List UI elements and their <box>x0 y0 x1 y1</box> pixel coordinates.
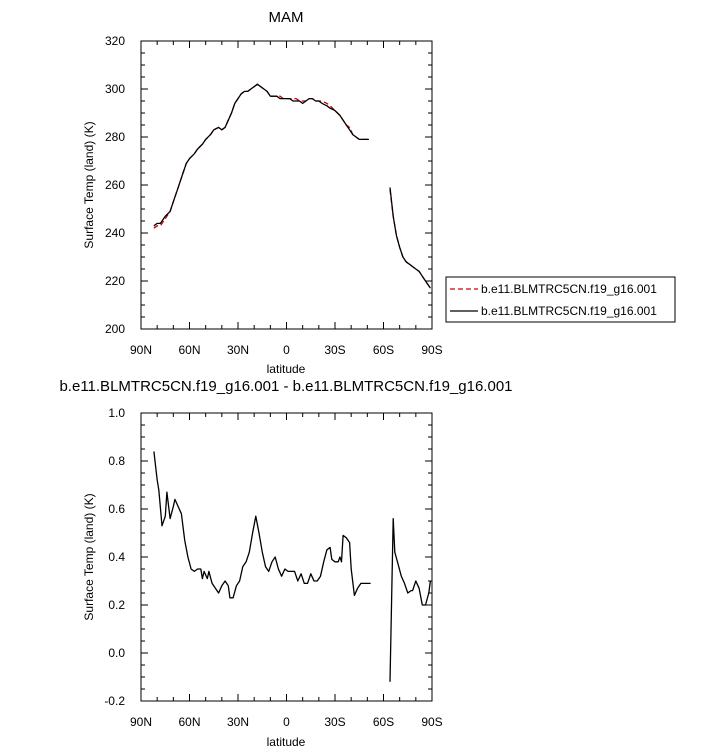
bottom-x-tick-label: 90S <box>421 715 442 729</box>
bottom-y-tick-label: 1.0 <box>108 406 125 420</box>
bottom-y-tick-label: 0.0 <box>108 646 125 660</box>
legend-label-1: b.e11.BLMTRC5CN.f19_g16.001 <box>481 282 657 296</box>
top-series-group <box>153 83 431 289</box>
top-series-1-line <box>153 83 369 229</box>
top-x-tick-label: 90S <box>421 343 442 357</box>
top-series-2-line <box>153 83 369 227</box>
legend: b.e11.BLMTRC5CN.f19_g16.001 b.e11.BLMTRC… <box>445 276 676 323</box>
top-series-2-line <box>389 187 431 289</box>
top-y-tick-label: 220 <box>105 274 125 288</box>
bottom-y-tick-label: 0.8 <box>108 454 125 468</box>
legend-box <box>445 276 676 323</box>
top-y-tick-label: 260 <box>105 178 125 192</box>
bottom-series-1-line <box>153 451 371 599</box>
top-y-tick-label: 300 <box>105 82 125 96</box>
bottom-x-tick-label: 60S <box>373 715 394 729</box>
top-x-tick-label: 30N <box>227 343 249 357</box>
top-panel: MAM 90N 60N 30N 0 30S 60S 90S 200 220 240 260 280 30… <box>82 9 443 376</box>
top-y-tick-label: 200 <box>105 322 125 336</box>
bottom-chart-title: b.e11.BLMTRC5CN.f19_g16.001 - b.e11.BLMT… <box>59 378 512 395</box>
bottom-x-tick-label: 90N <box>130 715 152 729</box>
legend-label-2: b.e11.BLMTRC5CN.f19_g16.001 <box>481 304 657 318</box>
bottom-plot-frame <box>140 412 433 702</box>
bottom-x-tick-label: 0 <box>283 715 290 729</box>
top-x-tick-label: 30S <box>324 343 345 357</box>
bottom-y-tick-label: 0.6 <box>108 502 125 516</box>
bottom-x-tick-label: 30N <box>227 715 249 729</box>
bottom-panel: b.e11.BLMTRC5CN.f19_g16.001 - b.e11.BLMT… <box>59 378 512 749</box>
bottom-series-group <box>153 451 432 682</box>
bottom-x-tick-label: 30S <box>324 715 345 729</box>
top-y-tick-label: 320 <box>105 34 125 48</box>
bottom-series-1-line <box>389 517 432 682</box>
top-y-tick-label: 280 <box>105 130 125 144</box>
bottom-y-tick-label: -0.2 <box>104 694 125 708</box>
top-y-tick-label: 240 <box>105 226 125 240</box>
bottom-x-axis-label: latitude <box>267 735 306 749</box>
top-x-tick-label: 60N <box>178 343 200 357</box>
bottom-axis-ticks: 90N 60N 30N 0 30S 60S 90S -0.2 0.0 0.2 0.4 0.6 0.8 1.… <box>104 406 442 729</box>
top-x-tick-label: 60S <box>373 343 394 357</box>
top-y-axis-label: Surface Temp (land) (K) <box>82 121 96 248</box>
bottom-y-tick-label: 0.4 <box>108 550 125 564</box>
top-chart-title: MAM <box>269 9 304 26</box>
bottom-x-tick-label: 60N <box>178 715 200 729</box>
top-x-tick-label: 0 <box>283 343 290 357</box>
top-series-1-line <box>389 189 431 289</box>
top-plot-frame <box>140 40 433 330</box>
bottom-y-axis-label: Surface Temp (land) (K) <box>82 493 96 620</box>
top-x-tick-label: 90N <box>130 343 152 357</box>
top-x-axis-label: latitude <box>267 362 306 376</box>
top-axis-ticks: 90N 60N 30N 0 30S 60S 90S 200 220 240 260 280 300 320 <box>105 34 443 357</box>
bottom-y-tick-label: 0.2 <box>108 598 125 612</box>
